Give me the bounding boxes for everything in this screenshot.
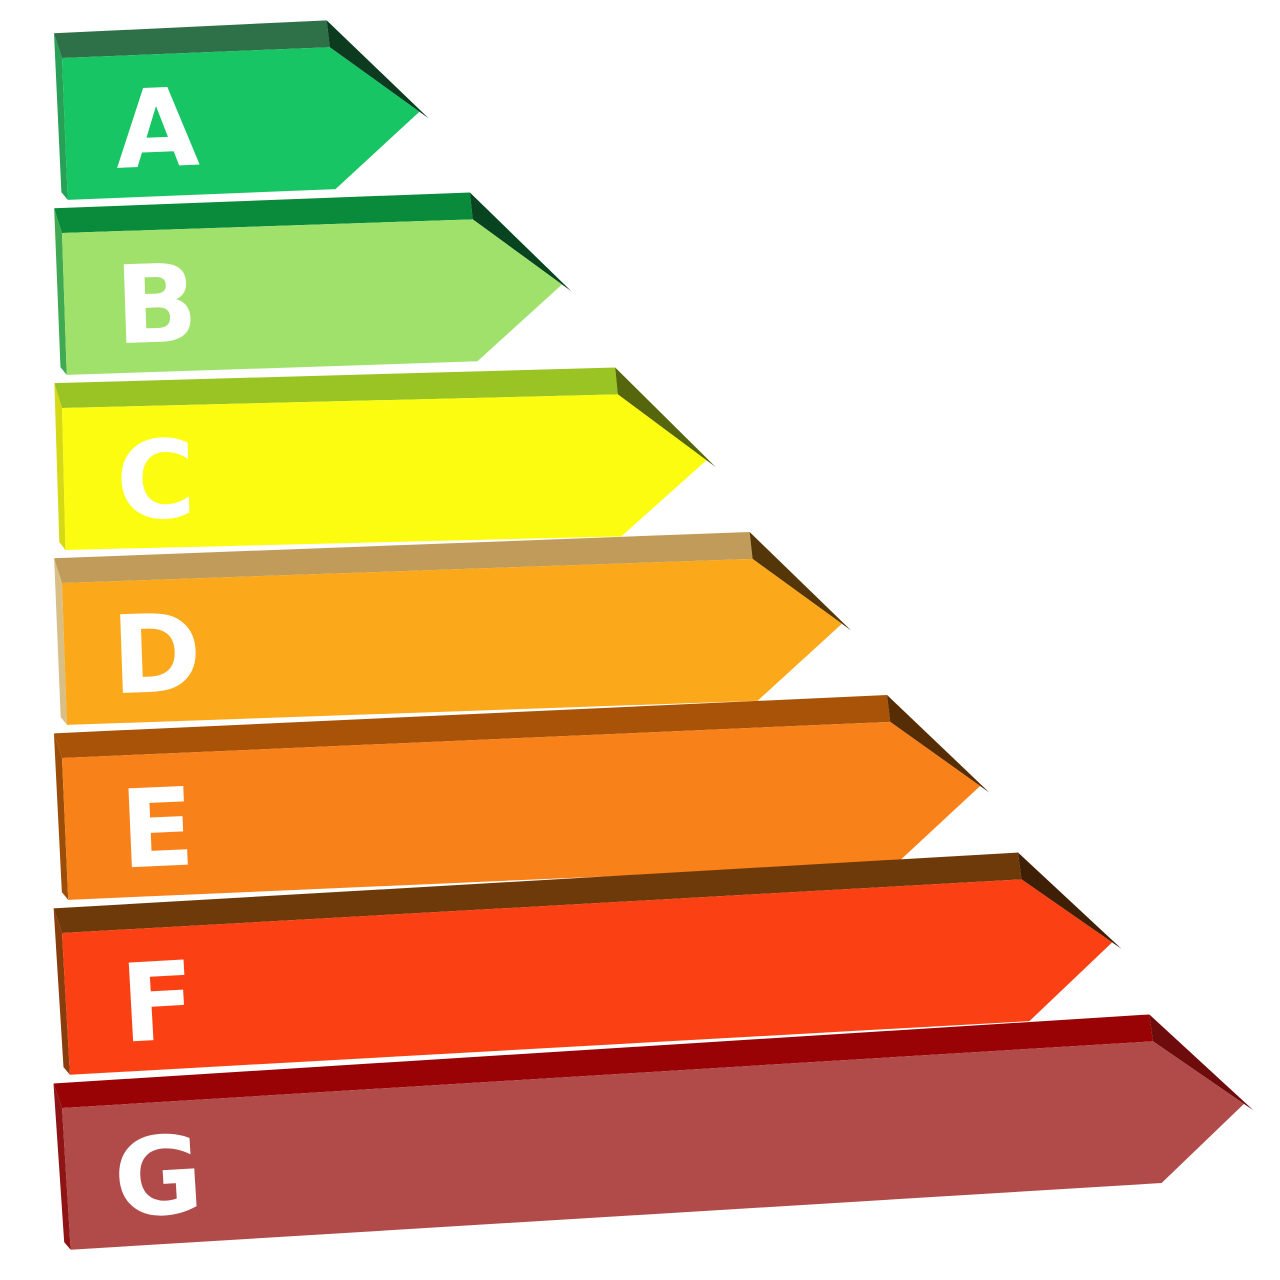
arrow-body: [62, 219, 562, 375]
arrow-top-face: [53, 694, 891, 758]
rating-label-d: D: [110, 591, 204, 719]
arrow-top-face: [54, 367, 618, 408]
arrow-top-face: [53, 852, 1022, 933]
arrow-left-face: [53, 1083, 71, 1250]
arrow-left-face: [54, 383, 66, 550]
arrow-left-face: [54, 33, 68, 200]
arrow-top-face: [54, 20, 330, 58]
arrow-top-face: [53, 1014, 1153, 1108]
rating-label-b: B: [113, 242, 199, 370]
arrow-left-face: [53, 908, 70, 1075]
arrow-body: [62, 879, 1113, 1075]
rating-arrow-e: E: [53, 694, 990, 900]
rating-label-e: E: [118, 765, 197, 893]
arrow-top-face: [54, 531, 753, 583]
rating-label-a: A: [113, 66, 202, 194]
arrow-body: [62, 721, 981, 900]
rating-label-c: C: [115, 418, 197, 545]
rating-label-f: F: [118, 939, 199, 1068]
rating-arrow-b: B: [54, 192, 572, 375]
rating-arrow-g: G: [53, 1014, 1254, 1250]
rating-arrow-a: A: [54, 20, 429, 200]
arrow-body: [62, 394, 707, 550]
arrow-left-face: [54, 208, 67, 375]
arrow-top-face: [54, 192, 473, 233]
arrow-body: [62, 1041, 1244, 1250]
arrow-body: [62, 47, 420, 200]
arrow-body: [62, 558, 842, 725]
rating-arrow-d: D: [54, 531, 852, 725]
rating-label-g: G: [110, 1113, 206, 1243]
rating-arrow-c: C: [54, 367, 716, 550]
arrow-head-side-face: [326, 20, 429, 119]
arrow-left-face: [54, 558, 67, 725]
arrow-left-face: [53, 733, 69, 900]
